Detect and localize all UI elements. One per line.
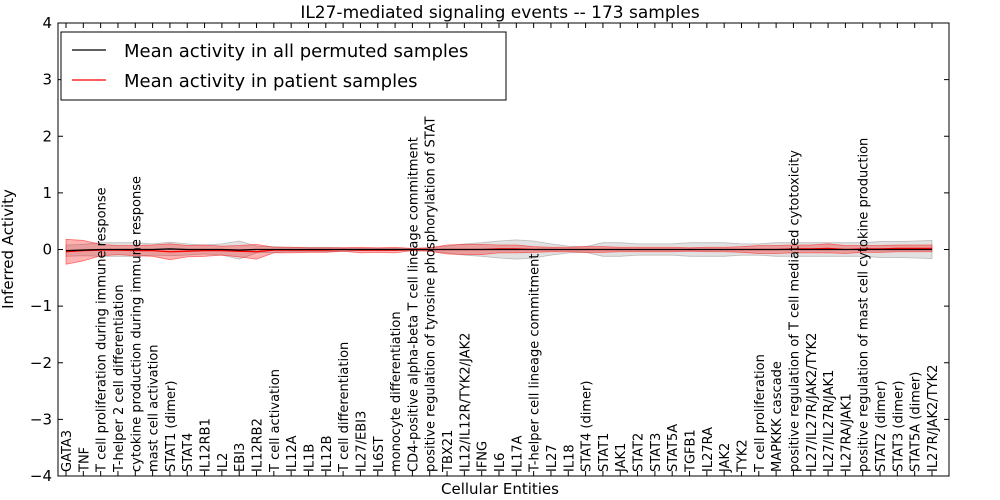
x-tick-label: STAT5A <box>666 424 681 472</box>
x-tick-label: IL6 <box>493 453 508 472</box>
x-tick-label: positive regulation of T cell mediated c… <box>787 150 802 472</box>
x-tick-label: IL1B <box>302 444 317 472</box>
y-tick-label: 3 <box>42 71 52 89</box>
y-tick-label: 2 <box>42 127 52 145</box>
x-tick-label: IL12/IL12R/TYK2/JAK2 <box>458 333 473 472</box>
legend: Mean activity in all permuted samples Me… <box>60 31 507 101</box>
x-tick-label: TGFB1 <box>684 429 699 473</box>
x-tick-label: IL12RB1 <box>199 418 214 472</box>
x-axis-label: Cellular Entities <box>441 480 559 498</box>
x-tick-label: monocyte differentiation <box>389 311 404 472</box>
x-tick-label: mast cell activation <box>147 344 162 472</box>
x-tick-label: TNF <box>77 447 92 473</box>
x-tick-label: JAK2 <box>718 443 733 473</box>
series-lines <box>65 247 932 253</box>
y-tick-label: 4 <box>42 14 52 32</box>
x-tick-label: STAT2 <box>632 433 647 472</box>
x-tick-label: GATA3 <box>60 430 75 472</box>
x-tick-label: EBI3 <box>233 443 248 472</box>
y-tick-label: 0 <box>42 241 52 259</box>
x-tick-label: TBX21 <box>441 430 456 473</box>
x-tick-label: T cell differentiation <box>337 342 352 473</box>
x-tick-label: T-helper cell lineage commitment <box>528 254 543 473</box>
legend-label-patient: Mean activity in patient samples <box>124 71 418 92</box>
x-axis: GATA3 TNF T cell proliferation during immu… <box>60 23 941 476</box>
legend-label-permuted: Mean activity in all permuted samples <box>124 41 468 62</box>
x-tick-label: STAT5A (dimer) <box>909 372 924 472</box>
x-tick-label: T cell proliferation <box>753 354 768 473</box>
x-tick-label: TYK2 <box>735 439 750 473</box>
y-tick-label: 1 <box>42 184 52 202</box>
y-axis-label: Inferred Activity <box>0 189 17 309</box>
x-tick-label: IL27/IL27R/JAK2/TYK2 <box>805 333 820 472</box>
x-tick-label: IL2 <box>216 453 231 472</box>
x-tick-label: IL12A <box>285 435 300 472</box>
y-tick-label: −3 <box>30 410 52 428</box>
x-tick-label: JAK1 <box>614 443 629 473</box>
x-tick-label: T cell proliferation during immune respo… <box>95 187 110 473</box>
x-tick-label: T cell activation <box>268 369 283 473</box>
x-tick-label: T-helper 2 cell differentiation <box>112 284 127 473</box>
x-tick-label: IL18 <box>562 444 577 472</box>
y-tick-label: −1 <box>30 297 52 315</box>
y-tick-label: −4 <box>30 467 52 485</box>
y-tick-label: −2 <box>30 354 52 372</box>
x-tick-label: positive regulation of tyrosine phosphor… <box>424 116 439 472</box>
x-tick-label: IFNG <box>476 441 491 472</box>
x-tick-label: STAT1 <box>597 433 612 472</box>
x-tick-label: MAPKKK cascade <box>770 361 785 472</box>
x-tick-label: IL27RA <box>701 427 716 472</box>
x-tick-label: cytokine production during immune respon… <box>129 176 144 472</box>
y-axis: −4 −3 −2 −1 0 1 2 3 4 <box>30 14 949 485</box>
chart-title: IL27-mediated signaling events -- 173 sa… <box>300 3 700 23</box>
x-tick-label: IL27/EBI3 <box>354 411 369 472</box>
x-tick-label: IL17A <box>510 435 525 472</box>
x-tick-label: IL27RA/JAK1 <box>839 393 854 472</box>
x-tick-label: STAT1 (dimer) <box>164 381 179 472</box>
x-tick-label: STAT3 <box>649 433 664 472</box>
series-line-permuted <box>65 248 932 252</box>
legend-box <box>60 31 507 101</box>
x-tick-label: IL27 <box>545 444 560 472</box>
x-tick-label: IL27/IL27R/JAK1 <box>822 370 837 472</box>
x-tick-label: IL6ST <box>372 436 387 472</box>
std-band-patient <box>65 238 933 265</box>
x-tick-label: STAT4 (dimer) <box>580 381 595 472</box>
x-tick-label: IL12RB2 <box>251 418 266 472</box>
x-tick-label: CD4-positive alpha-beta T cell lineage c… <box>406 137 421 472</box>
x-tick-label: IL27R/JAK2/TYK2 <box>926 365 941 472</box>
x-tick-label: positive regulation of mast cell cytokin… <box>857 138 872 472</box>
x-tick-label: IL12B <box>320 435 335 472</box>
x-tick-label: STAT2 (dimer) <box>874 381 889 472</box>
x-tick-label: STAT4 <box>181 433 196 472</box>
x-tick-label: STAT3 (dimer) <box>891 381 906 472</box>
